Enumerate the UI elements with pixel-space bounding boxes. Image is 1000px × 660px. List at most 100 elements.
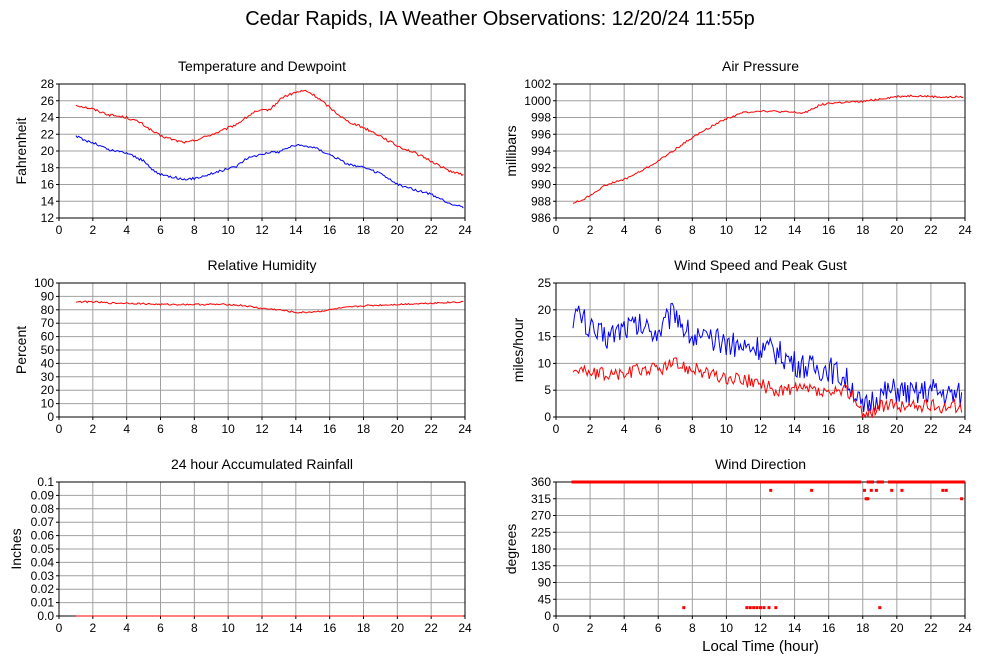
x-tick-label: 20: [391, 422, 405, 436]
x-tick-label: 12: [754, 621, 768, 635]
x-tick-label: 8: [191, 621, 198, 635]
x-tick-label: 16: [822, 223, 836, 237]
y-tick-label: 100: [34, 276, 54, 290]
direction-point: [682, 606, 686, 610]
y-tick-label: 994: [531, 144, 551, 158]
x-tick-label: 6: [655, 422, 662, 436]
x-tick-label: 16: [323, 422, 337, 436]
direction-point: [878, 606, 882, 610]
x-tick-label: 10: [720, 621, 734, 635]
x-tick-label: 2: [587, 621, 594, 635]
page-title: Cedar Rapids, IA Weather Observations: 1…: [245, 8, 755, 30]
x-tick-label: 14: [289, 422, 303, 436]
y-tick-label: 990: [531, 178, 551, 192]
direction-point: [890, 488, 894, 492]
y-tick-label: 1002: [524, 77, 551, 91]
x-axis-label: Local Time (hour): [702, 638, 819, 655]
x-tick-label: 2: [89, 223, 96, 237]
y-tick-label: 5: [544, 383, 551, 397]
x-tick-label: 10: [720, 223, 734, 237]
x-tick-label: 18: [357, 223, 371, 237]
x-tick-label: 4: [123, 621, 130, 635]
series-line: [572, 357, 963, 419]
direction-point: [864, 497, 868, 501]
direction-point: [900, 488, 904, 492]
x-tick-label: 14: [788, 621, 802, 635]
y-tick-label: 0.05: [31, 542, 55, 556]
x-tick-label: 22: [424, 223, 438, 237]
x-tick-label: 6: [157, 422, 164, 436]
direction-point: [858, 480, 862, 484]
y-tick-label: 180: [531, 542, 551, 556]
x-tick-label: 18: [856, 621, 870, 635]
y-tick-label: 0.0: [37, 609, 54, 623]
direction-point: [869, 488, 873, 492]
series-line: [572, 94, 964, 204]
x-tick-label: 10: [221, 223, 235, 237]
chart-title: Relative Humidity: [208, 257, 317, 273]
series-line: [75, 135, 464, 209]
x-tick-label: 20: [391, 223, 405, 237]
y-tick-label: 998: [531, 111, 551, 125]
y-tick-label: 988: [531, 194, 551, 208]
x-tick-label: 8: [191, 422, 198, 436]
x-tick-label: 0: [553, 422, 560, 436]
direction-point: [862, 488, 866, 492]
x-tick-label: 18: [856, 223, 870, 237]
y-tick-label: 0.1: [37, 475, 54, 489]
y-tick-label: 315: [531, 492, 551, 506]
y-tick-label: 360: [531, 475, 551, 489]
y-tick-label: 16: [41, 178, 55, 192]
direction-point: [762, 606, 766, 610]
chart-title: Air Pressure: [722, 58, 799, 74]
x-tick-label: 12: [754, 223, 768, 237]
direction-point: [748, 606, 752, 610]
y-tick-label: 0.09: [31, 488, 55, 502]
x-tick-label: 16: [323, 223, 337, 237]
x-tick-label: 22: [424, 621, 438, 635]
x-tick-label: 4: [621, 621, 628, 635]
y-tick-label: 28: [41, 77, 55, 91]
direction-point: [745, 606, 749, 610]
y-axis-label: Percent: [13, 326, 29, 374]
y-tick-label: 90: [41, 289, 55, 303]
x-tick-label: 4: [621, 422, 628, 436]
y-tick-label: 0: [544, 609, 551, 623]
direction-point: [752, 606, 756, 610]
x-tick-label: 14: [788, 223, 802, 237]
x-tick-label: 6: [157, 223, 164, 237]
y-axis-label: Inches: [8, 528, 24, 569]
y-tick-label: 20: [41, 383, 55, 397]
direction-point: [759, 606, 762, 610]
y-axis-label: millibars: [503, 125, 519, 176]
y-tick-label: 26: [41, 94, 55, 108]
x-tick-label: 16: [822, 621, 836, 635]
series-line: [572, 302, 963, 412]
x-tick-label: 20: [890, 223, 904, 237]
y-tick-label: 225: [531, 525, 551, 539]
y-tick-label: 15: [538, 330, 552, 344]
direction-point: [866, 497, 870, 501]
x-tick-label: 6: [157, 621, 164, 635]
x-tick-label: 2: [587, 422, 594, 436]
y-tick-label: 996: [531, 127, 551, 141]
x-tick-label: 10: [221, 422, 235, 436]
x-tick-label: 12: [255, 422, 269, 436]
y-tick-label: 270: [531, 509, 551, 523]
x-tick-label: 4: [123, 223, 130, 237]
y-tick-label: 0.06: [31, 529, 55, 543]
direction-point: [767, 606, 771, 610]
y-tick-label: 10: [538, 356, 552, 370]
y-tick-label: 40: [41, 356, 55, 370]
direction-point: [944, 488, 948, 492]
x-tick-label: 12: [255, 223, 269, 237]
direction-point: [769, 488, 773, 492]
y-tick-label: 30: [41, 370, 55, 384]
y-tick-label: 0: [544, 410, 551, 424]
x-tick-label: 6: [655, 223, 662, 237]
direction-point: [774, 606, 778, 610]
y-tick-label: 992: [531, 161, 551, 175]
x-tick-label: 12: [754, 422, 768, 436]
y-tick-label: 0.01: [31, 596, 55, 610]
